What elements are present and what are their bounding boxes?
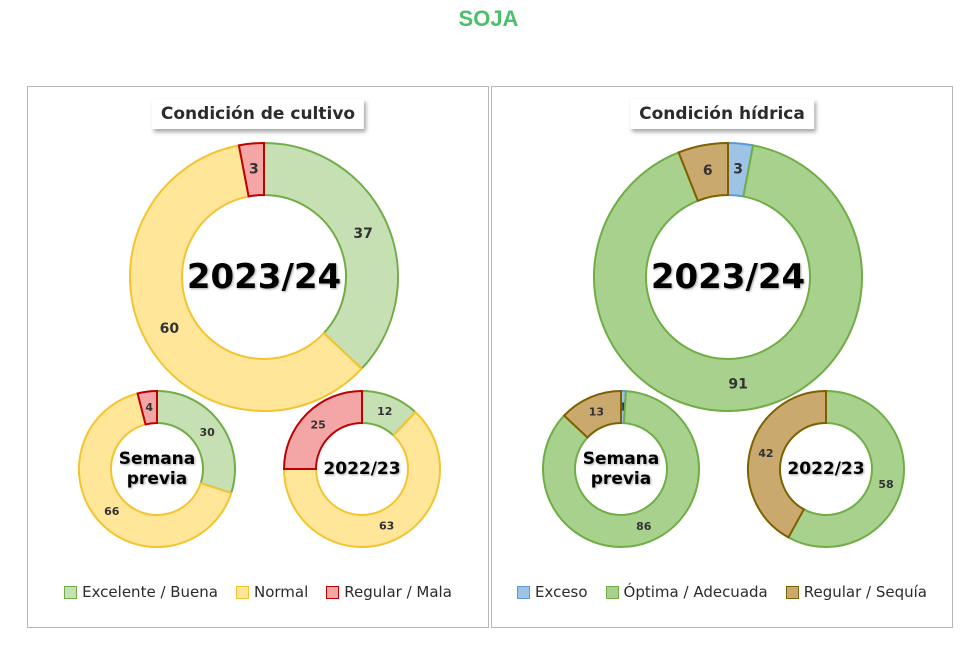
water-condition-title: Condición hídrica (630, 99, 814, 129)
donut-value-buena: 37 (353, 226, 372, 242)
water-condition-panel: Condición hídrica 3 91 6 2023/24 1 86 13 Semana… (491, 86, 953, 628)
donut-current: 37 60 3 2023/24 (129, 141, 399, 412)
legend-swatch-exceso (516, 585, 530, 599)
donut-center-label: 2022/23 (787, 459, 864, 479)
donut-slice-optima (593, 144, 863, 412)
donut-value-mala: 25 (311, 419, 326, 432)
donut-value-optima: 91 (728, 377, 747, 393)
donut-slice-mala (282, 389, 363, 470)
water-condition-legend: Exceso Óptima / Adecuada Regular / Sequí… (492, 583, 952, 601)
donut-slice-buena (263, 141, 399, 371)
legend-swatch-sequia (785, 585, 799, 599)
donut-value-normal: 63 (379, 519, 394, 532)
donut-last-season: 58 42 2022/23 (747, 389, 905, 548)
legend-label-buena: Excelente / Buena (82, 583, 218, 601)
legend-label-normal: Normal (254, 583, 309, 601)
legend-swatch-normal (236, 585, 249, 599)
donut-previous-week: 30 66 4 Semana previa (78, 389, 236, 548)
donut-slice-normal (129, 144, 364, 412)
donut-value-mala: 3 (249, 161, 259, 177)
donut-center-label: 2022/23 (323, 459, 400, 479)
legend-label-sequia: Regular / Sequía (803, 583, 927, 601)
donut-current: 3 91 6 2023/24 (593, 141, 863, 412)
legend-label-optima: Óptima / Adecuada (623, 583, 768, 601)
crop-condition-donuts: 37 60 3 2023/24 30 66 4 Semana previa 12 63 25 2022/… (78, 141, 441, 548)
donut-slice-normal (78, 392, 233, 548)
legend-item-optima: Óptima / Adecuada (605, 583, 768, 601)
donut-slice-optima (787, 389, 905, 548)
donut-slice-optima (542, 390, 700, 548)
donut-value-buena: 30 (200, 426, 216, 439)
water-condition-donuts: 3 91 6 2023/24 1 86 13 Semana previa 58 42 2022/23 (542, 141, 905, 548)
legend-item-normal: Normal (236, 583, 308, 601)
donut-value-normal: 60 (160, 321, 180, 337)
legend-item-sequia: Regular / Sequía (785, 583, 927, 601)
donut-value-optima: 86 (636, 520, 652, 533)
donut-value-buena: 12 (377, 405, 392, 418)
donut-value-optima: 58 (878, 478, 893, 491)
crop-condition-title: Condición de cultivo (151, 99, 365, 129)
donut-value-exceso: 3 (733, 161, 743, 177)
legend-label-mala: Regular / Mala (344, 583, 452, 601)
legend-swatch-optima (605, 585, 619, 599)
donut-slice-sequia (747, 389, 827, 539)
crop-condition-panel: Condición de cultivo 37 60 3 2023/24 30 66 4 Se… (27, 86, 489, 628)
donut-center-label: Semana previa (583, 449, 660, 489)
donut-value-exceso: 1 (619, 401, 627, 414)
donut-slice-normal (282, 410, 441, 548)
donut-slice-mala (237, 141, 265, 198)
donut-center-label: 2023/24 (651, 257, 805, 297)
donut-slice-sequia (562, 389, 622, 439)
donut-last-season: 12 63 25 2022/23 (282, 389, 441, 548)
donut-value-sequia: 42 (758, 447, 773, 460)
donut-center-label: Semana previa (119, 449, 196, 489)
legend-item-exceso: Exceso (516, 583, 588, 601)
page-title: SOJA (458, 6, 519, 31)
legend-item-mala: Regular / Mala (326, 583, 452, 601)
donut-value-normal: 66 (104, 505, 120, 518)
donut-value-sequia: 13 (589, 406, 604, 419)
donut-center-label: 2023/24 (187, 257, 341, 297)
donut-value-sequia: 6 (703, 163, 713, 179)
crop-condition-legend: Excelente / Buena Normal Regular / Mala (28, 583, 488, 601)
donut-slice-mala (136, 389, 158, 426)
legend-swatch-buena (64, 585, 78, 599)
donut-slice-sequia (677, 141, 729, 203)
legend-label-exceso: Exceso (534, 583, 588, 601)
donut-previous-week: 1 86 13 Semana previa (542, 389, 700, 548)
legend-item-buena: Excelente / Buena (64, 583, 218, 601)
legend-swatch-mala (326, 585, 340, 599)
donut-value-mala: 4 (145, 401, 153, 414)
